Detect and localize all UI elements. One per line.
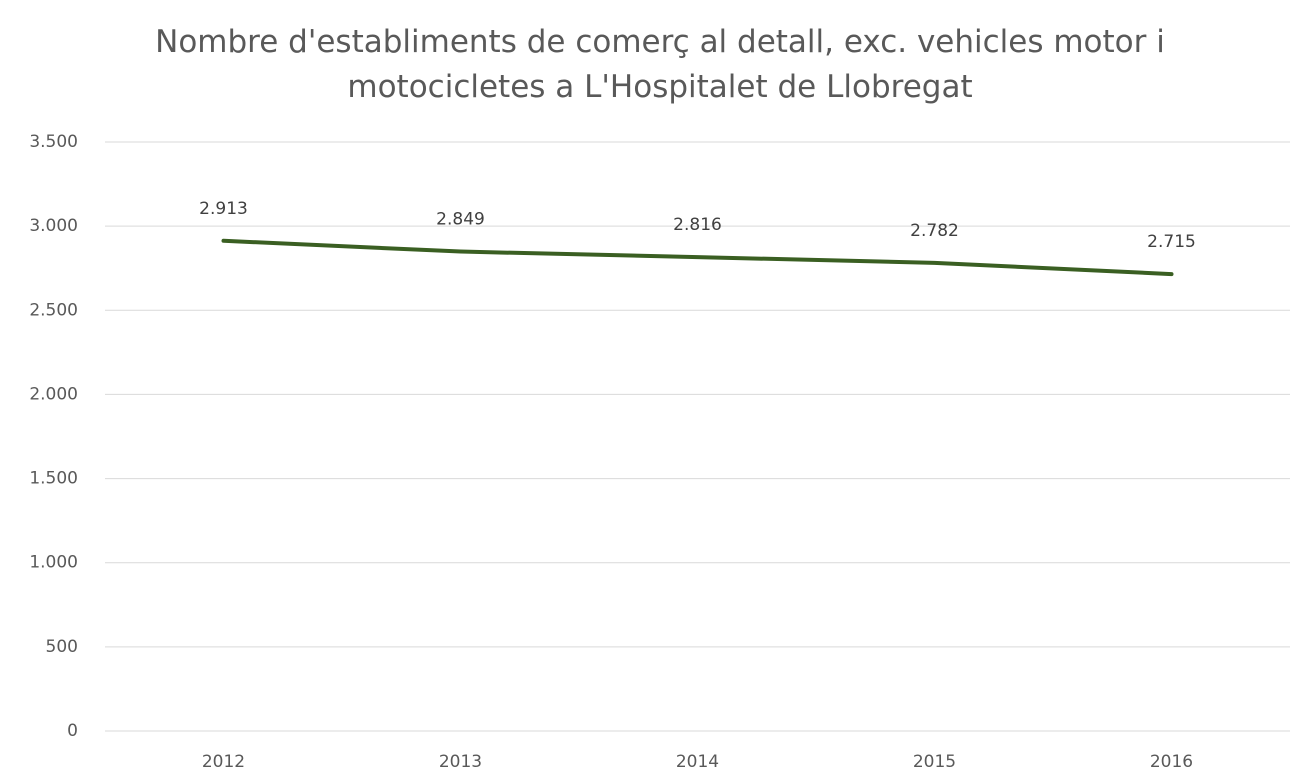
data-label: 2.715 (1147, 232, 1196, 252)
series-line (221, 238, 1174, 277)
y-tick-label: 0 (67, 721, 78, 741)
y-tick-label: 1.000 (29, 553, 78, 573)
x-tick-label: 2013 (439, 752, 482, 772)
y-tick-label: 3.000 (29, 216, 78, 236)
data-label: 2.782 (910, 221, 959, 241)
y-tick-label: 500 (46, 637, 78, 657)
data-label: 2.913 (199, 199, 248, 219)
y-tick-label: 1.500 (29, 469, 78, 489)
data-label: 2.816 (673, 215, 722, 235)
x-tick-label: 2015 (913, 752, 956, 772)
x-tick-label: 2014 (676, 752, 719, 772)
y-tick-label: 2.000 (29, 384, 78, 404)
y-tick-label: 3.500 (29, 132, 78, 152)
chart-title: Nombre d'establiments de comerç al detal… (155, 24, 1165, 105)
data-label: 2.849 (436, 210, 485, 230)
y-tick-label: 2.500 (29, 300, 78, 320)
x-tick-label: 2016 (1150, 752, 1193, 772)
x-tick-label: 2012 (202, 752, 245, 772)
